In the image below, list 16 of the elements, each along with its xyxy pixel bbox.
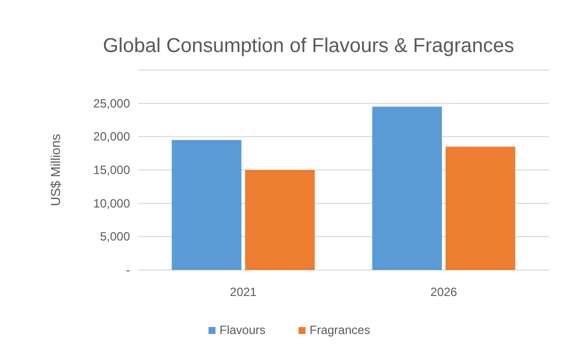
bar bbox=[172, 140, 242, 270]
bar bbox=[372, 106, 442, 270]
y-tick-label: - bbox=[126, 263, 130, 277]
legend-label: Fragrances bbox=[310, 323, 370, 337]
x-tick-label: 2026 bbox=[430, 285, 458, 299]
y-tick-label: 10,000 bbox=[93, 196, 130, 210]
x-tick-label: 2021 bbox=[230, 285, 257, 299]
y-tick-label: 5,000 bbox=[100, 230, 130, 244]
y-tick-label: 15,000 bbox=[93, 163, 130, 177]
y-axis-title: US$ Millions bbox=[48, 133, 63, 206]
chart-title: Global Consumption of Flavours & Fragrances bbox=[102, 35, 514, 57]
y-tick-label: 20,000 bbox=[93, 130, 130, 144]
legend-label: Flavours bbox=[220, 323, 266, 337]
y-tick-label: 25,000 bbox=[93, 96, 130, 110]
bar bbox=[245, 170, 315, 270]
bar bbox=[446, 146, 516, 270]
